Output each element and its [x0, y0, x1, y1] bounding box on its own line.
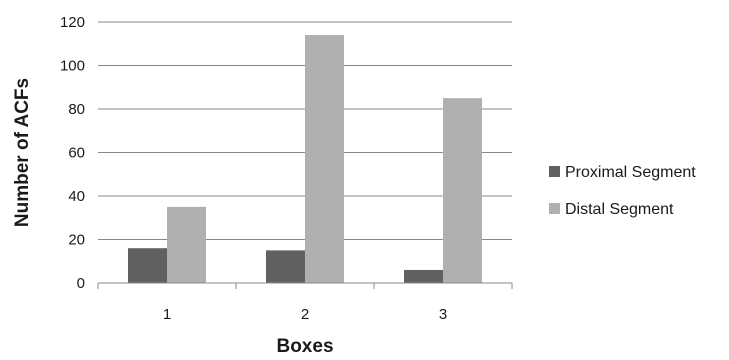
- y-tick-label: 60: [68, 145, 85, 162]
- bars: [128, 35, 482, 283]
- bar-proximal-segment: [404, 269, 443, 283]
- bar-proximal-segment: [128, 248, 167, 283]
- y-tick-label: 20: [68, 232, 85, 249]
- x-tick-label: 1: [163, 306, 171, 323]
- y-tick-label: 100: [60, 58, 85, 75]
- y-tick-label: 80: [68, 101, 85, 118]
- x-tick-label: 2: [301, 306, 309, 323]
- y-axis-ticks: 0 20 40 60 80 100 120: [60, 14, 85, 292]
- legend: Proximal Segment Distal Segment: [549, 164, 696, 218]
- legend-label: Distal Segment: [565, 201, 674, 218]
- x-axis-title: Boxes: [276, 336, 333, 357]
- legend-label: Proximal Segment: [565, 164, 696, 181]
- bar-distal-segment: [305, 35, 344, 283]
- bar-proximal-segment: [266, 250, 305, 283]
- x-axis-ticks: 1 2 3: [97, 283, 513, 323]
- legend-swatch: [549, 166, 560, 177]
- y-tick-label: 40: [68, 188, 85, 205]
- legend-swatch: [549, 203, 560, 214]
- y-tick-label: 0: [77, 275, 85, 292]
- y-axis-title: Number of ACFs: [12, 78, 33, 227]
- bar-distal-segment: [167, 206, 206, 283]
- x-tick-label: 3: [439, 306, 447, 323]
- bar-distal-segment: [443, 98, 482, 283]
- y-tick-label: 120: [60, 14, 85, 31]
